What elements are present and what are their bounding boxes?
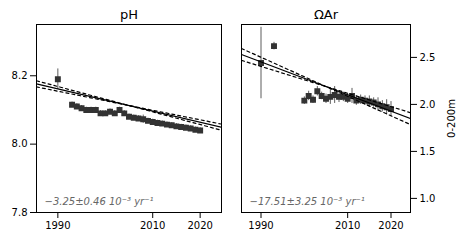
svg-text:2020: 2020 (187, 220, 212, 231)
svg-text:2020: 2020 (378, 220, 403, 231)
svg-text:8.0: 8.0 (12, 138, 28, 149)
svg-text:1990: 1990 (248, 220, 273, 231)
svg-text:2010: 2010 (140, 220, 165, 231)
svg-text:2.5: 2.5 (420, 52, 436, 63)
svg-text:ΩAr: ΩAr (314, 7, 339, 22)
svg-text:−17.51±3.25 10⁻³ yr⁻¹: −17.51±3.25 10⁻³ yr⁻¹ (250, 196, 365, 207)
svg-text:8.2: 8.2 (12, 70, 28, 81)
svg-text:7.8: 7.8 (12, 207, 28, 218)
svg-text:2.0: 2.0 (420, 99, 436, 110)
svg-text:0-200m: 0-200m (446, 99, 457, 138)
svg-text:1990: 1990 (45, 220, 70, 231)
svg-text:1.0: 1.0 (420, 193, 436, 204)
svg-text:2010: 2010 (335, 220, 360, 231)
svg-text:1.5: 1.5 (420, 146, 436, 157)
svg-text:−3.25±0.46 10⁻³ yr⁻¹: −3.25±0.46 10⁻³ yr⁻¹ (45, 196, 154, 207)
svg-text:pH: pH (120, 7, 138, 22)
